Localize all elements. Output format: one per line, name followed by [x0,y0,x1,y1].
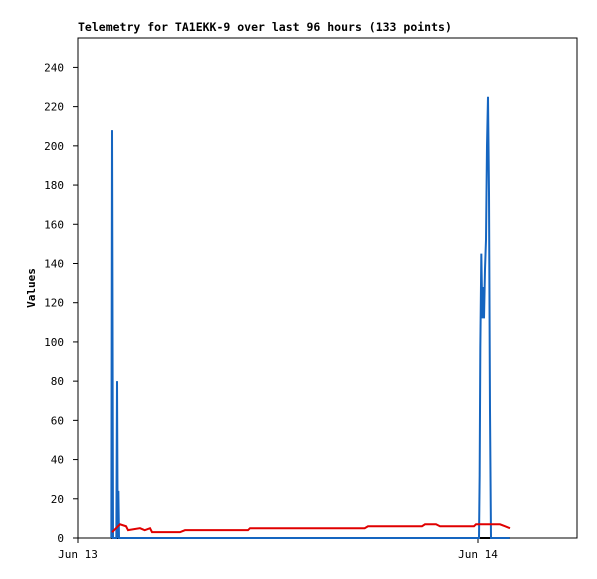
y-tick-label: 220 [44,101,64,114]
x-tick-label: Jun 14 [458,548,498,561]
y-tick-label: 100 [44,336,64,349]
data-line [110,96,510,539]
x-tick-label: Jun 13 [58,548,98,561]
y-tick-label: 60 [51,414,64,427]
y-axis-label: Values [25,268,38,308]
data-line [111,523,511,534]
plot-frame [77,37,578,539]
y-tick-label: 160 [44,218,64,231]
y-tick-label: 20 [51,493,64,506]
y-tick-label: 0 [57,532,64,545]
y-tick-label: 180 [44,179,64,192]
y-tick-label: 240 [44,61,64,74]
y-tick-label: 120 [44,297,64,310]
y-tick-label: 200 [44,140,64,153]
y-tick-label: 140 [44,257,64,270]
y-tick-label: 40 [51,454,64,467]
y-tick-label: 80 [51,375,64,388]
chart-title: Telemetry for TA1EKK-9 over last 96 hour… [78,20,452,34]
